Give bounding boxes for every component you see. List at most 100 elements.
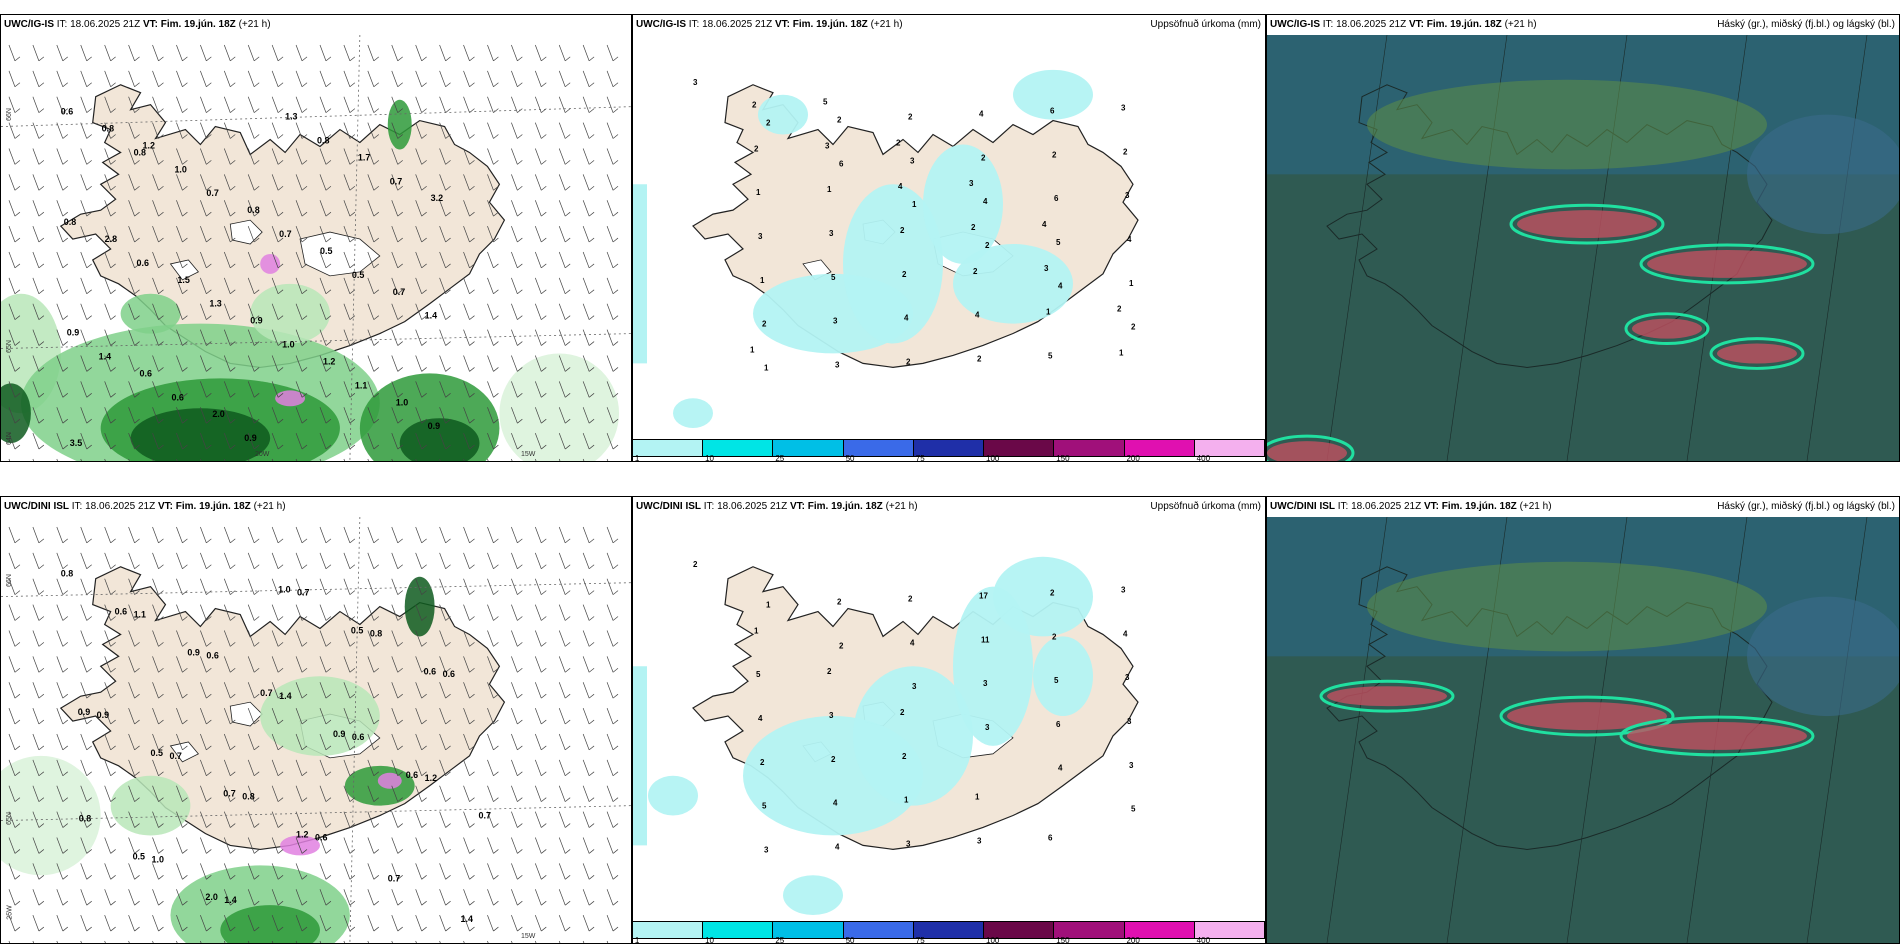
wind-barb: [319, 355, 327, 372]
wind-barb: [319, 811, 327, 828]
wind-barb: [343, 122, 351, 139]
wind-barb: [487, 329, 494, 346]
wind-barb: [511, 863, 518, 880]
wind-barb: [128, 733, 135, 751]
wind-barb: [391, 355, 399, 372]
wind-barb: [343, 552, 351, 569]
wind-barb: [295, 44, 303, 62]
wind-barb: [56, 355, 64, 372]
wind-barb: [319, 604, 327, 621]
wind-barb: [200, 355, 207, 372]
wind-barb: [80, 303, 88, 320]
wind-barb: [534, 811, 542, 828]
wind-barb: [80, 733, 88, 751]
cloud-cover-map[interactable]: [1267, 35, 1899, 461]
wind-barb: [176, 682, 183, 699]
wind-barb: [319, 277, 327, 294]
wind-barb: [343, 811, 351, 828]
wind-barb: [247, 837, 255, 854]
wind-barb: [463, 44, 470, 62]
wind-barb: [343, 526, 351, 544]
value-label: 5: [1056, 238, 1061, 247]
wind-barb: [8, 837, 16, 854]
wind-barb: [558, 656, 566, 673]
wind-barb: [271, 433, 279, 450]
wind-precip-map[interactable]: 0.8 1.1 0.6 1.4 0.6 1.2 0.8 1.0 1.4 0.7 0.8 0.6 0.9 0…: [1, 517, 631, 943]
value-label: 2: [837, 598, 842, 607]
colorbar-swatch: [984, 922, 1055, 938]
wind-barb: [295, 811, 303, 828]
wind-barb: [32, 785, 40, 802]
wind-barb: [32, 44, 40, 62]
wind-barb: [511, 277, 518, 294]
colorbar-tick-label: 200: [1126, 454, 1140, 462]
wind-barb: [176, 863, 183, 880]
wind-barb: [104, 44, 111, 62]
wind-barb: [8, 355, 16, 372]
wind-barb: [104, 407, 111, 424]
value-label: 5: [1131, 805, 1136, 814]
colorbar-tick-label: 75: [915, 936, 925, 944]
value-label: 2.8: [105, 234, 117, 244]
wind-barb: [558, 733, 566, 751]
wind-barb: [319, 122, 327, 139]
value-label: 1.1: [134, 610, 146, 620]
wind-barb: [32, 122, 40, 139]
wind-barb: [391, 251, 399, 269]
value-label: 0.6: [137, 258, 149, 268]
wind-barb: [80, 355, 88, 372]
wind-barb: [271, 785, 279, 802]
wind-barb: [415, 682, 422, 699]
wind-barb: [247, 407, 255, 424]
wind-barb: [391, 759, 399, 776]
value-label: 6: [839, 159, 844, 168]
wind-barb: [271, 122, 279, 139]
wind-barb: [606, 96, 614, 113]
wind-barb: [32, 526, 40, 544]
value-label: 4: [758, 714, 763, 723]
wind-barb: [487, 174, 494, 191]
colorbar-swatch: [843, 440, 914, 456]
wind-barb: [8, 759, 16, 776]
wind-barb: [606, 863, 614, 880]
lat-label: 66N: [5, 574, 13, 587]
wind-barb: [534, 44, 542, 62]
wind-barb: [128, 889, 135, 906]
wind-barb: [176, 174, 183, 191]
wind-barb: [271, 200, 279, 217]
colorbar-swatch: [984, 440, 1055, 456]
cloud-cover-map[interactable]: [1267, 517, 1899, 943]
wind-barb: [558, 303, 566, 320]
accumulated-precip-map[interactable]: 2 1 2 3 3 4 5 3 2 4 3 6 3 5 4 2 11 5 3 2 4 3 17 2 3 4 2 1 3 2 4 5 3 2 1 6 3 1…: [633, 517, 1265, 919]
wind-barb: [534, 70, 542, 87]
panel-cloud-top: UWC/IG-IS IT: 18.06.2025 21Z VT: Fim. 19…: [1266, 14, 1900, 462]
wind-barb: [128, 381, 135, 398]
wind-barb: [271, 44, 279, 62]
wind-barb: [56, 381, 64, 398]
wind-barb: [439, 915, 446, 932]
wind-barb: [415, 148, 422, 165]
wind-barb: [80, 863, 88, 880]
panel-wind-top: UWC/IG-IS IT: 18.06.2025 21Z VT: Fim. 19…: [0, 14, 632, 462]
wind-barb: [511, 96, 518, 113]
wind-precip-map[interactable]: 0.6 0.8 0.7 0.7 0.5 1.4 1.4 0.6 0.9 0.8 0.7 0.8 0.6 1…: [1, 35, 631, 461]
wind-barb: [128, 200, 135, 217]
value-label: 3: [829, 711, 834, 720]
wind-barb: [32, 707, 40, 725]
value-label: 2: [971, 223, 976, 232]
wind-barb: [200, 915, 207, 932]
wind-barb: [295, 355, 303, 372]
wind-barb: [200, 785, 207, 802]
wind-barb: [104, 96, 111, 113]
value-label: 0.6: [406, 770, 418, 780]
wind-barb: [104, 433, 111, 450]
wind-barb: [223, 604, 231, 621]
wind-barb: [223, 148, 231, 165]
wind-barb: [463, 889, 470, 906]
wind-barb: [487, 552, 494, 569]
wind-barb: [32, 759, 40, 776]
wind-barb: [439, 889, 446, 906]
wind-barb: [391, 578, 399, 595]
precip-area: [923, 144, 1003, 264]
